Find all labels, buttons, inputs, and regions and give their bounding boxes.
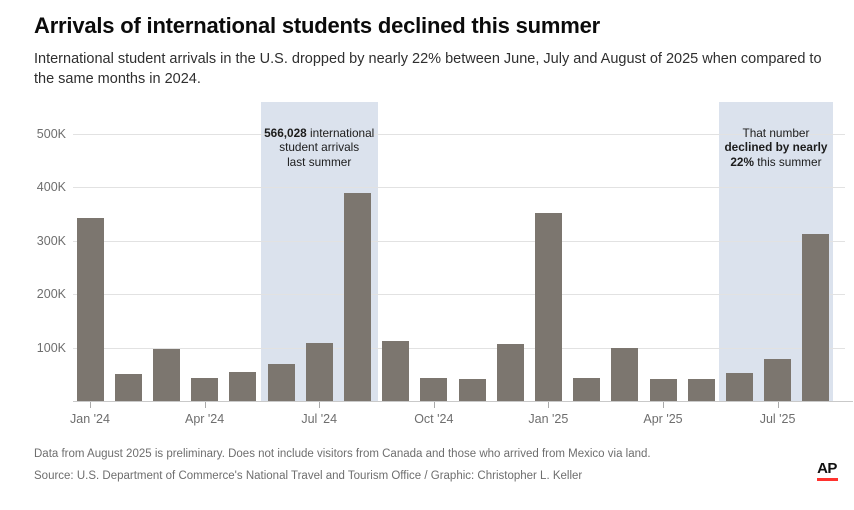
x-axis-label-Jul25: Jul '25: [759, 412, 796, 426]
annotation-line: 566,028 international: [244, 126, 394, 140]
x-tick-Jul24: [319, 402, 321, 408]
bar-Mar24: [152, 348, 180, 401]
annotation-line: That number: [701, 126, 851, 140]
bar-May25: [687, 378, 715, 401]
x-axis-label-Apr25: Apr '25: [643, 412, 683, 426]
x-axis-label-Jan25: Jan '25: [528, 412, 569, 426]
annotation-line: 22% this summer: [701, 155, 851, 169]
page-subtitle: International student arrivals in the U.…: [34, 51, 822, 87]
bar-Jan25: [534, 212, 562, 401]
x-axis-label-Jan24: Jan '24: [70, 412, 110, 426]
bar-Oct24: [420, 377, 448, 401]
bar-Apr25: [649, 379, 677, 401]
bar-Sep24: [382, 340, 410, 401]
gridline-200K: [73, 294, 845, 295]
y-axis-label-300K: 300K: [36, 233, 66, 248]
annotation-line: declined by nearly: [701, 140, 851, 154]
x-axis-label-Apr24: Apr '24: [184, 412, 225, 426]
gridline-300K: [73, 240, 845, 242]
y-axis-label-100K: 100K: [36, 340, 66, 355]
bar-Jul25: [764, 359, 792, 401]
x-tick-Jul25: [777, 402, 779, 408]
page-title: Arrivals of international students decli…: [34, 13, 601, 38]
bar-May24: [229, 371, 257, 401]
x-tick-Oct24: [433, 402, 435, 408]
annotation-line: last summer: [244, 155, 394, 169]
x-tick-Jan24: [90, 402, 91, 408]
bar-Aug25: [802, 234, 830, 401]
annotation-bold-text: declined by nearly: [724, 140, 828, 155]
bar-Mar25: [611, 348, 639, 401]
bar-Jul24: [305, 343, 333, 401]
annotation-summer-2025: That number declined by nearly 22% this su…: [701, 126, 851, 169]
annotation-text: That number: [742, 126, 810, 140]
footer-source: Source: U.S. Department of Commerce's Na…: [34, 470, 583, 482]
gridline-400K: [73, 187, 845, 188]
bar-Feb24: [114, 374, 142, 401]
annotation-bold-text: 22%: [730, 154, 754, 169]
bar-Feb25: [573, 377, 601, 401]
annotation-text: last summer: [287, 154, 352, 169]
y-axis-label-400K: 400K: [36, 180, 66, 194]
bar-Jun25: [725, 372, 753, 401]
ap-logo-red-bar: [816, 478, 838, 481]
ap-logo: AP: [815, 461, 839, 481]
annotation-text: international: [306, 126, 375, 140]
bar-Nov24: [458, 379, 486, 401]
annotation-bold-text: 566,028: [264, 126, 307, 140]
y-axis-label-200K: 200K: [36, 287, 66, 301]
gridline-100K: [73, 347, 845, 349]
y-axis-label-500K: 500K: [36, 126, 66, 141]
annotation-text: this summer: [753, 154, 822, 169]
x-tick-Apr24: [204, 402, 206, 408]
bar-Dec24: [496, 343, 524, 401]
bar-Jun24: [267, 364, 295, 401]
bar-Apr24: [191, 377, 219, 401]
bar-Jan24: [76, 218, 104, 401]
x-axis-label-Jul24: Jul '24: [301, 412, 338, 426]
bar-Aug24: [343, 192, 371, 401]
x-axis-label-Oct24: Oct '24: [414, 412, 454, 426]
annotation-text: student arrivals: [279, 140, 360, 155]
footer-note: Data from August 2025 is preliminary. Do…: [34, 448, 651, 460]
x-axis-line: [73, 401, 853, 402]
ap-logo-text: AP: [817, 460, 837, 477]
x-tick-Jan25: [548, 402, 550, 408]
x-tick-Apr25: [663, 402, 664, 408]
annotation-line: student arrivals: [244, 140, 394, 154]
annotation-summer-2024: 566,028 international student arrivals las…: [244, 126, 394, 169]
gridline-500K: [73, 133, 845, 135]
